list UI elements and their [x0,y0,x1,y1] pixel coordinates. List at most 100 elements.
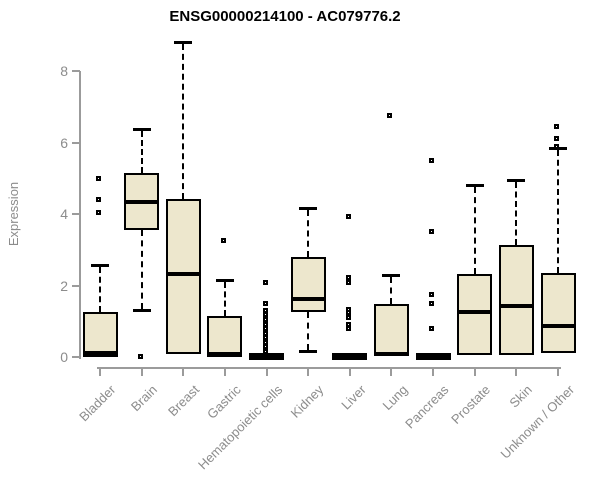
x-axis-tick [140,367,143,376]
lower-whisker-cap [299,349,318,353]
upper-whisker-line [223,282,226,317]
x-axis-tick [348,367,351,376]
outlier-point [262,300,268,306]
x-axis-tick [473,367,476,376]
collapsed-box-bar [332,352,368,360]
outlier-point [262,317,268,323]
box-iqr [540,273,576,354]
outlier-point [262,279,268,285]
upper-whisker-line [473,187,476,275]
outlier-point [262,348,268,354]
upper-whisker-line [390,277,393,305]
upper-whisker-cap [174,40,193,44]
outlier-point [554,136,560,142]
box-iqr [457,274,493,356]
y-axis-tick [72,213,80,216]
collapsed-box-bar [415,352,451,360]
box-median-line [124,200,160,205]
lower-whisker-cap [132,308,151,312]
box-iqr [290,256,326,313]
box-median-line [207,352,243,357]
lower-whisker-line [140,230,143,309]
upper-whisker-line [182,43,185,200]
upper-whisker-cap [299,206,318,210]
box-median-line [457,310,493,315]
collapsed-box-bar [249,352,285,360]
x-axis-line [97,367,562,369]
box-median-line [540,324,576,329]
outlier-point [345,279,351,285]
outlier-point [262,335,268,341]
outlier-point [96,209,101,215]
y-axis-tick [72,284,80,287]
y-axis-tick [72,70,80,73]
y-axis-line [79,71,81,359]
outlier-point [345,321,351,327]
outlier-point [554,123,560,129]
outlier-point [429,326,435,332]
upper-whisker-line [140,131,143,174]
outlier-point [96,197,101,203]
box-median-line [498,303,534,308]
outlier-point [429,229,435,235]
upper-whisker-line [99,267,101,313]
x-axis-tick [223,367,226,376]
outlier-point [429,158,435,164]
outlier-point [345,307,351,313]
x-axis-tick [557,367,560,376]
box-median-line [165,272,201,277]
x-axis-tick [515,367,518,376]
box-median-line [290,297,326,302]
outlier-point [262,321,268,327]
x-axis-tick [307,367,310,376]
outlier-point [262,326,268,332]
upper-whisker-cap [132,128,151,132]
x-axis-tick [265,367,268,376]
box-iqr [373,304,409,357]
outlier-point [262,308,268,314]
outlier-point [262,312,268,318]
y-axis-tick [72,356,80,358]
chart-title: ENSG00000214100 - AC079776.2 [169,8,401,25]
lower-whisker-line [307,312,310,350]
upper-whisker-cap [91,264,109,268]
outlier-point [262,344,268,350]
y-tick-label: 6 [60,134,68,151]
outlier-point [387,113,393,119]
x-axis-tick [390,367,393,376]
upper-whisker-cap [382,274,401,278]
upper-whisker-cap [215,279,234,283]
upper-whisker-line [557,150,560,274]
y-tick-label: 0 [60,349,68,365]
upper-whisker-line [515,182,518,246]
outlier-point [345,314,351,320]
outlier-point [262,339,268,345]
box-median-line [82,351,118,356]
y-tick-label: 4 [60,206,68,223]
y-tick-label: 2 [60,277,68,294]
outlier-point [429,301,435,307]
y-axis-tick [72,141,80,144]
outlier-point [554,143,560,149]
x-axis-tick [432,367,435,376]
outlier-point [345,214,351,220]
outlier-point [429,292,435,298]
upper-whisker-cap [507,179,526,183]
upper-whisker-cap [549,147,568,151]
outlier-point [345,326,351,332]
x-axis-tick [99,367,101,376]
outlier-point [262,331,268,337]
box-iqr [498,245,534,356]
box-iqr [165,199,201,355]
